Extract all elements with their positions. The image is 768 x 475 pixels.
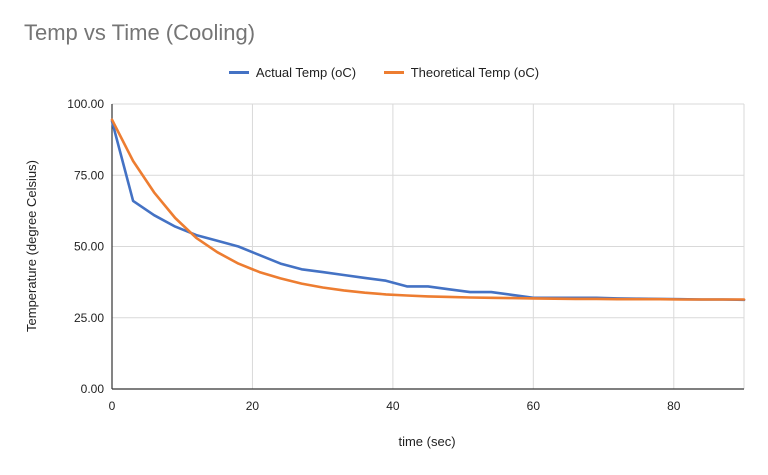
tick-labels: 0.00 25.00 50.00 75.00 100.00 0 20 40 60 80	[67, 97, 680, 413]
series-line-actual	[110, 119, 746, 302]
y-tick-label: 75.00	[74, 168, 104, 182]
legend-swatch-actual	[228, 71, 249, 74]
gridlines	[112, 103, 745, 389]
legend-item-actual[interactable]: Actual Temp (oC)	[228, 65, 357, 80]
x-tick-label: 0	[109, 399, 116, 413]
x-tick-label: 20	[246, 399, 260, 413]
x-tick-label: 60	[527, 399, 541, 413]
legend: Actual Temp (oC) Theoretical Temp (oC)	[0, 62, 768, 80]
x-axis-title: time (sec)	[398, 434, 455, 449]
series-lines	[110, 118, 746, 302]
axes	[111, 104, 744, 390]
y-tick-label: 25.00	[74, 311, 104, 325]
x-tick-label: 40	[386, 399, 400, 413]
series-line-theoretical	[110, 118, 746, 301]
y-axis-title: Temperature (degree Celsius)	[24, 160, 39, 332]
y-tick-label: 50.00	[74, 240, 104, 254]
legend-label-actual: Actual Temp (oC)	[255, 65, 357, 80]
legend-swatch-theoretical	[383, 71, 404, 74]
y-tick-label: 100.00	[67, 97, 104, 111]
y-tick-label: 0.00	[81, 382, 105, 396]
chart-title: Temp vs Time (Cooling)	[24, 20, 256, 45]
x-tick-label: 80	[667, 399, 681, 413]
legend-item-theoretical[interactable]: Theoretical Temp (oC)	[383, 65, 540, 80]
legend-label-theoretical: Theoretical Temp (oC)	[410, 65, 540, 80]
